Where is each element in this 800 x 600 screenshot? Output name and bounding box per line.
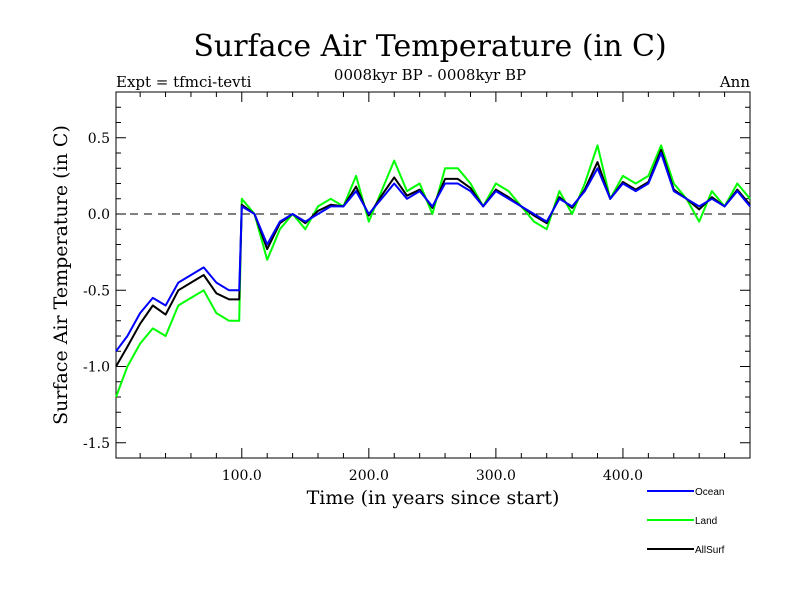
y-tick-label: -0.5 bbox=[83, 283, 110, 299]
season-label: Ann bbox=[719, 73, 750, 91]
y-tick-label: -1.0 bbox=[83, 360, 110, 376]
period-label: 0008kyr BP - 0008kyr BP bbox=[334, 66, 526, 84]
legend-label-land: Land bbox=[695, 516, 717, 527]
x-tick-label: 100.0 bbox=[222, 468, 262, 484]
y-axis-label: Surface Air Temperature (in C) bbox=[50, 125, 72, 425]
series-line-ocean bbox=[115, 152, 751, 352]
legend-label-ocean: Ocean bbox=[695, 487, 724, 498]
x-tick-label: 400.0 bbox=[603, 468, 643, 484]
x-tick-label: 300.0 bbox=[476, 468, 516, 484]
legend: Ocean Land AllSurf bbox=[647, 487, 725, 556]
experiment-label: Expt = tfmci-tevti bbox=[116, 73, 252, 91]
series-line-allsurf bbox=[115, 148, 751, 367]
tick-labels: 100.0 200.0 300.0 400.0 -1.5 -1.0 -0.5 0.0 0.5 bbox=[83, 131, 643, 484]
y-tick-label: 0.0 bbox=[88, 207, 110, 223]
y-tick-label: -1.5 bbox=[83, 436, 110, 452]
y-tick-label: 0.5 bbox=[88, 131, 110, 147]
x-tick-label: 200.0 bbox=[349, 468, 389, 484]
series-line-land bbox=[115, 144, 751, 398]
chart-title: Surface Air Temperature (in C) bbox=[193, 29, 666, 64]
x-axis-label: Time (in years since start) bbox=[307, 487, 560, 509]
data-series bbox=[115, 144, 751, 398]
legend-label-allsurf: AllSurf bbox=[695, 545, 725, 556]
